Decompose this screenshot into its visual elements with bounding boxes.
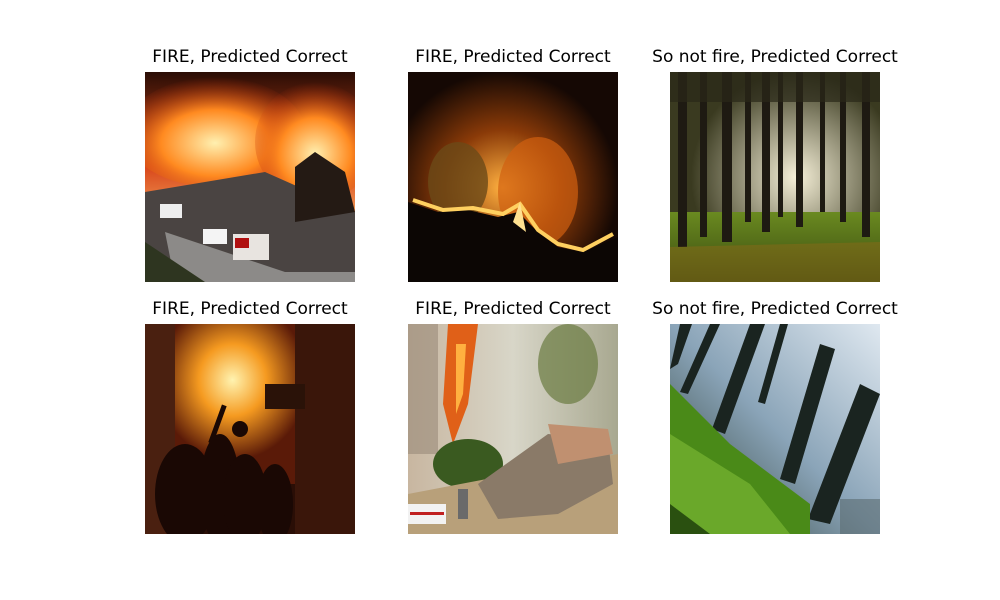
night-fire-image (408, 72, 618, 282)
panel-title: FIRE, Predicted Correct (152, 299, 348, 319)
burning-building-image (145, 324, 355, 534)
panel-title: So not fire, Predicted Correct (652, 47, 898, 67)
sunlit-forest-image (670, 72, 880, 282)
panel-title: FIRE, Predicted Correct (152, 47, 348, 67)
panel-title: FIRE, Predicted Correct (415, 47, 611, 67)
panel-title: So not fire, Predicted Correct (652, 299, 898, 319)
tilted-forest-image (670, 324, 880, 534)
wildfire-trucks-image (145, 72, 355, 282)
burnt-vehicles-image (408, 324, 618, 534)
panel-title: FIRE, Predicted Correct (415, 299, 611, 319)
